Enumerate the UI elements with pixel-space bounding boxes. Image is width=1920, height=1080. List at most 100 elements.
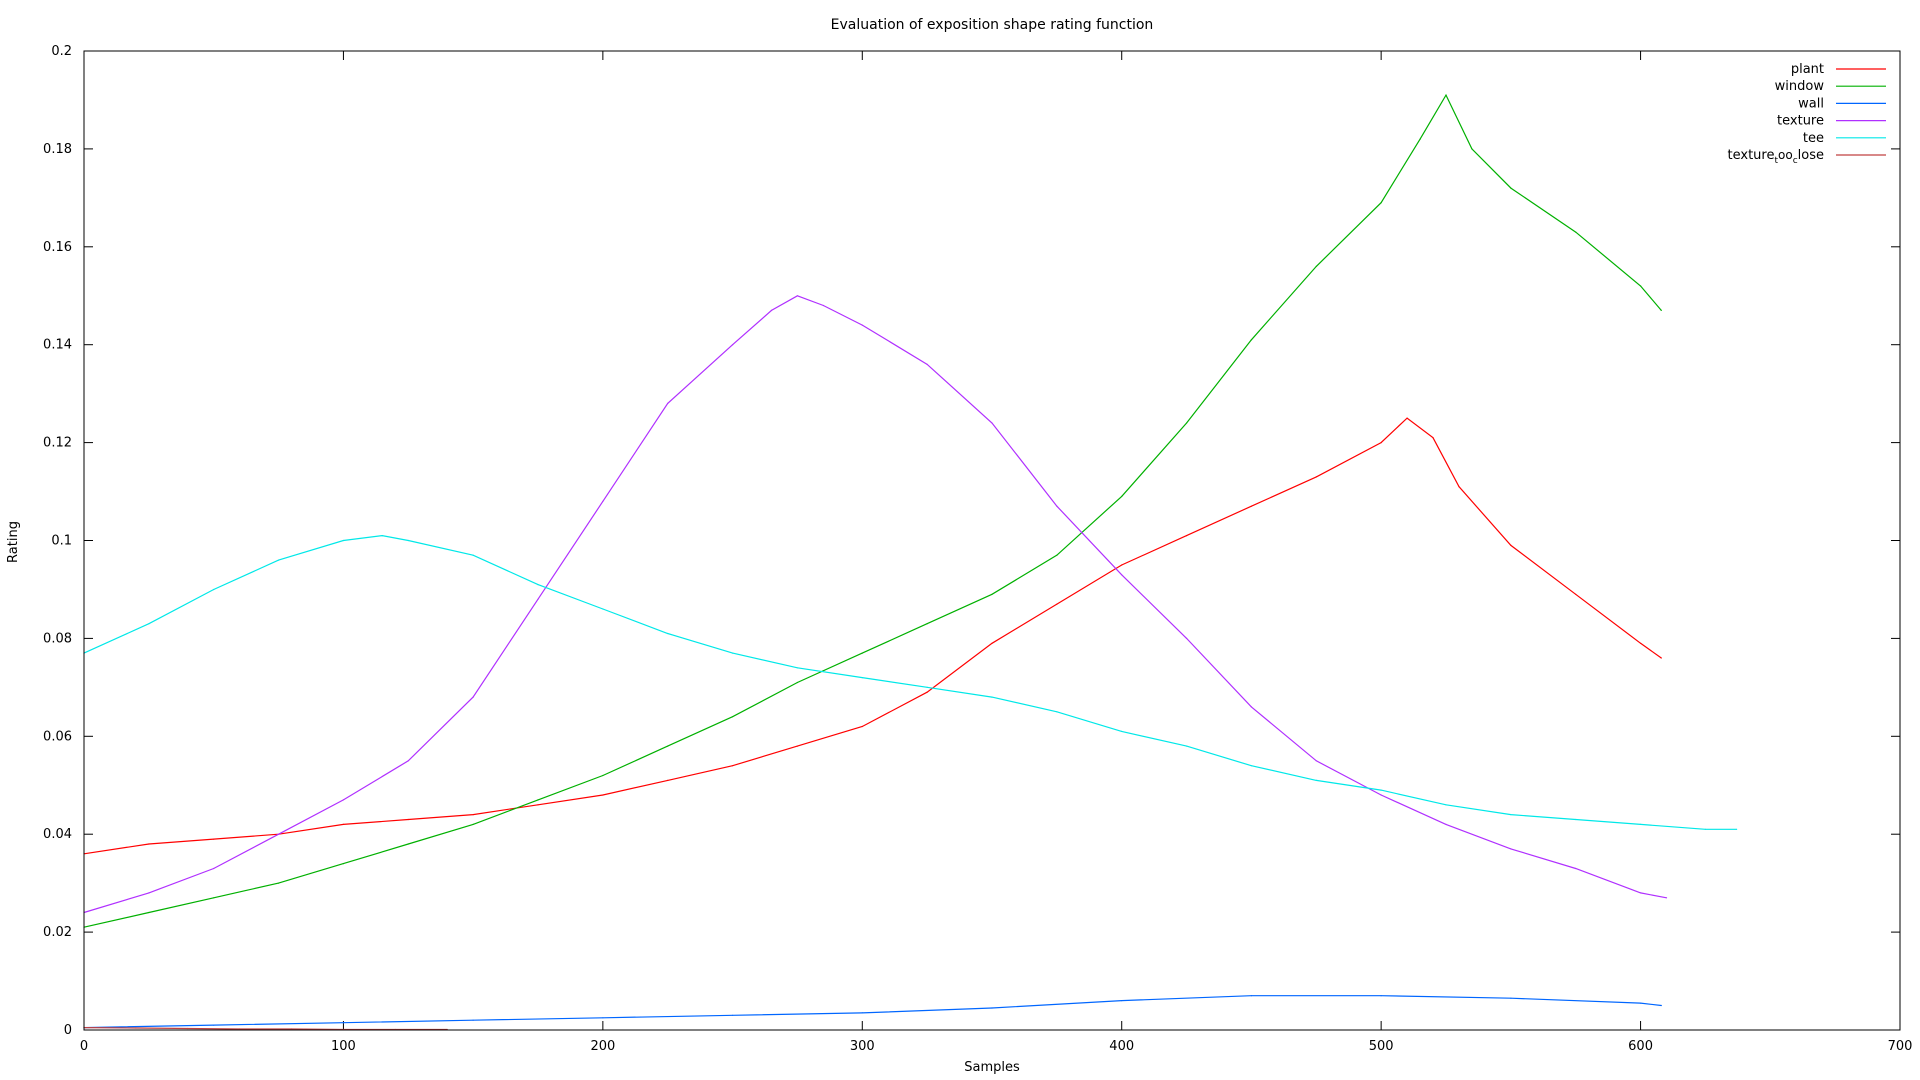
y-tick-label: 0.06 xyxy=(43,729,72,744)
data-point xyxy=(407,818,409,821)
data-point xyxy=(1250,505,1252,507)
data-point xyxy=(213,897,215,899)
data-point xyxy=(667,779,669,782)
data-point xyxy=(796,295,799,297)
series-line-texture xyxy=(83,295,1667,914)
data-point xyxy=(770,309,773,311)
legend-label-part: lose xyxy=(1798,148,1824,163)
series-layer xyxy=(83,93,1738,1031)
data-point xyxy=(1121,495,1123,497)
series-line-plant xyxy=(83,417,1662,855)
data-point xyxy=(472,1019,474,1021)
data-point xyxy=(1575,231,1577,233)
y-tick-label: 0.12 xyxy=(43,436,72,451)
data-point xyxy=(135,1027,137,1029)
data-point xyxy=(926,686,928,688)
data-point xyxy=(1445,823,1447,826)
data-point xyxy=(342,799,344,801)
x-tick-label: 400 xyxy=(1109,1039,1134,1054)
data-point xyxy=(1640,892,1642,894)
legend-label: tee xyxy=(1803,131,1824,146)
data-point xyxy=(1640,642,1642,644)
data-point xyxy=(1660,309,1662,311)
data-point xyxy=(1186,422,1188,424)
data-point xyxy=(796,681,799,684)
data-point xyxy=(278,833,280,835)
data-point xyxy=(148,623,150,625)
data-point xyxy=(1380,789,1382,791)
data-point xyxy=(732,765,734,767)
chart-title: Evaluation of exposition shape rating fu… xyxy=(831,17,1154,33)
data-point xyxy=(1510,544,1512,547)
data-point xyxy=(1458,486,1460,488)
data-point xyxy=(278,882,280,884)
axis-ticks: 0 100 200 300 400 500 600 700 0 0.02 0.04 0.06 0.08 0… xyxy=(43,44,1912,1054)
data-point xyxy=(991,422,993,424)
legend-label-part: t xyxy=(1774,156,1778,166)
data-point xyxy=(667,745,669,747)
data-point xyxy=(1380,794,1382,796)
data-point xyxy=(1250,706,1252,708)
data-point xyxy=(472,823,474,826)
data-point xyxy=(342,863,344,865)
y-axis-label: Rating xyxy=(6,521,21,563)
data-point xyxy=(1186,535,1188,537)
data-point xyxy=(1419,138,1421,140)
data-point xyxy=(1056,711,1058,713)
data-point xyxy=(1186,637,1188,640)
series-line-tee xyxy=(83,534,1737,830)
y-tick-label: 0.14 xyxy=(43,338,72,353)
data-point xyxy=(667,402,669,404)
data-point xyxy=(1121,564,1123,566)
data-point xyxy=(991,593,993,595)
x-tick-label: 700 xyxy=(1888,1039,1913,1054)
data-point xyxy=(1056,603,1058,605)
data-point xyxy=(602,1017,604,1019)
data-point xyxy=(991,696,993,698)
data-point xyxy=(861,725,863,728)
data-point xyxy=(1660,1004,1662,1007)
data-point xyxy=(1575,593,1577,595)
data-point xyxy=(1056,505,1058,507)
data-point xyxy=(732,1014,734,1016)
data-point xyxy=(381,535,383,537)
legend-label-part: oo xyxy=(1778,148,1793,162)
data-point xyxy=(472,696,474,698)
series-line-wall xyxy=(83,995,1662,1029)
data-point xyxy=(148,911,150,914)
data-point xyxy=(1640,285,1642,287)
data-point xyxy=(1380,202,1382,204)
data-point xyxy=(1575,867,1577,870)
data-point xyxy=(342,823,344,826)
data-point xyxy=(1640,1002,1642,1004)
data-point xyxy=(407,843,409,845)
data-point xyxy=(407,760,409,762)
data-point xyxy=(822,304,825,307)
y-tick-label: 0.1 xyxy=(51,534,72,549)
data-point xyxy=(1510,814,1512,816)
data-point xyxy=(239,1028,241,1030)
legend-label-part: c xyxy=(1793,156,1798,166)
y-tick-label: 0.2 xyxy=(51,44,72,59)
data-point xyxy=(991,1007,993,1009)
y-tick-label: 0.04 xyxy=(43,827,72,842)
legend-label: window xyxy=(1775,79,1825,94)
data-point xyxy=(1510,997,1512,999)
data-point xyxy=(213,1024,215,1026)
data-point xyxy=(537,799,539,801)
x-tick-label: 200 xyxy=(590,1039,615,1054)
data-point xyxy=(1121,730,1123,733)
data-point xyxy=(148,843,150,845)
data-point xyxy=(1250,765,1252,767)
data-point xyxy=(537,804,539,806)
data-point xyxy=(1315,265,1317,267)
y-tick-label: 0.02 xyxy=(43,925,72,940)
data-point xyxy=(926,623,928,625)
x-tick-label: 0 xyxy=(80,1039,88,1054)
y-tick-label: 0.18 xyxy=(43,142,72,157)
data-point xyxy=(342,1022,344,1024)
data-point xyxy=(1380,995,1382,997)
data-point xyxy=(796,745,799,747)
data-point xyxy=(290,1028,293,1030)
data-point xyxy=(1510,187,1512,189)
